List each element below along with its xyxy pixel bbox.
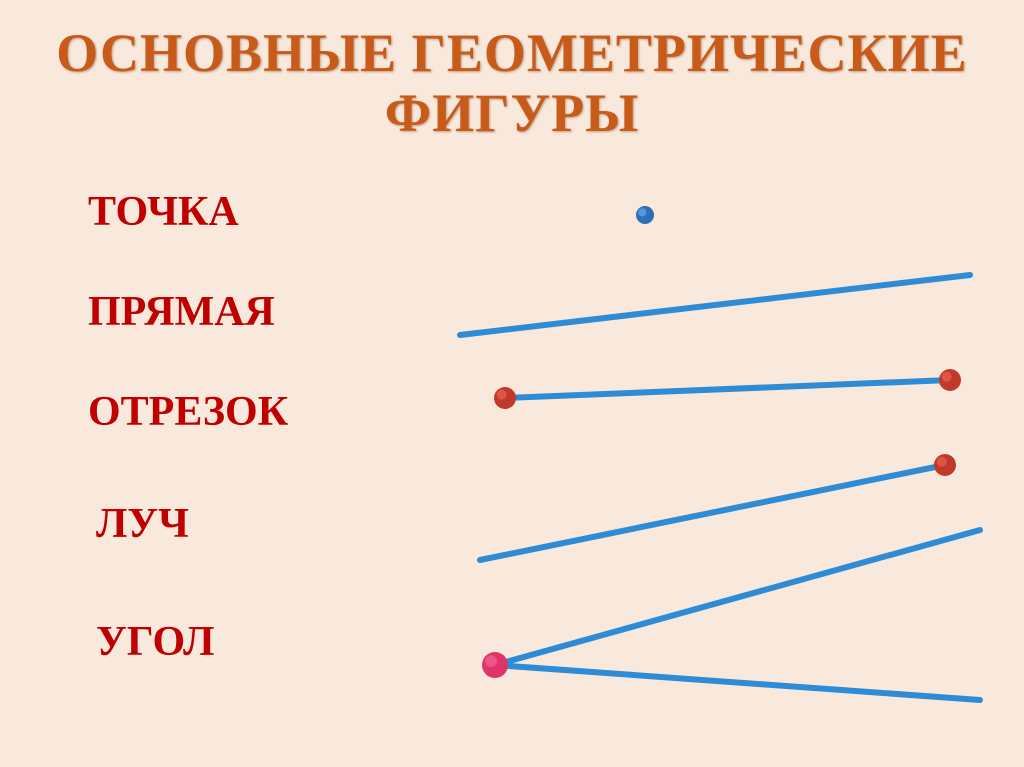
figure-line (460, 275, 970, 335)
figure-segment (494, 369, 961, 409)
figure-ray (480, 454, 956, 560)
segment-endpoint-b (939, 369, 961, 391)
segment-endpoint-a (494, 387, 516, 409)
figure-point (636, 206, 654, 224)
ray-start-point (934, 454, 956, 476)
angle-vertex (482, 652, 508, 678)
figure-angle (482, 530, 980, 700)
figure-stage (0, 0, 1024, 767)
